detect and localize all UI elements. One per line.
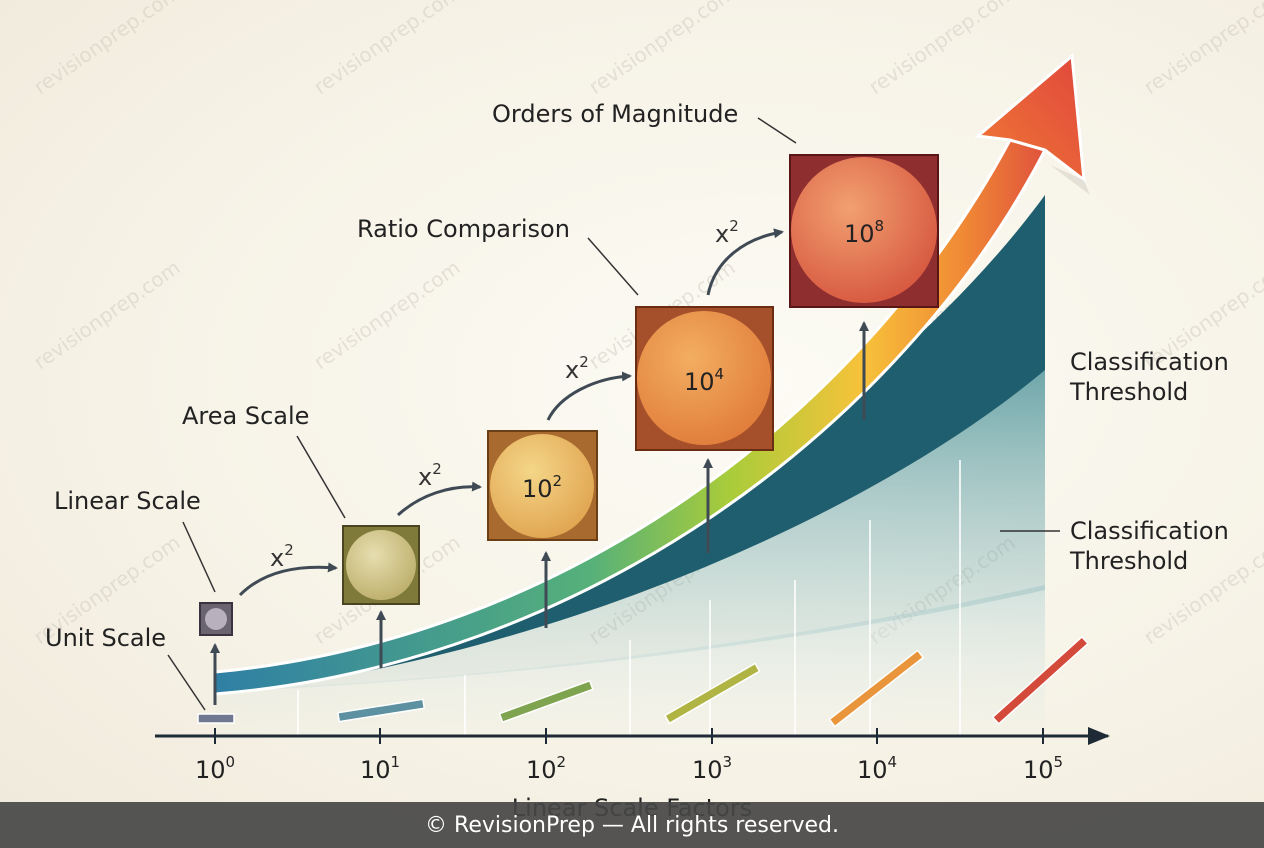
tick-label-10-5: 105	[1023, 753, 1063, 784]
label-orders-of-magnitude: Orders of Magnitude	[492, 100, 738, 128]
axis-ticks	[214, 728, 1044, 744]
box-10-2: 102	[487, 430, 598, 541]
scale-bar-3	[663, 662, 761, 725]
box-10-2-label: 102	[522, 472, 562, 503]
label-classification-threshold-2: Classification Threshold	[1069, 517, 1236, 575]
label-unit-scale: Unit Scale	[45, 624, 166, 652]
area-scale-sphere	[346, 530, 416, 600]
watermark: revisionprep.com	[29, 0, 184, 99]
threshold-band	[215, 365, 1045, 692]
scale-bar-0	[197, 713, 235, 724]
scale-bars	[197, 635, 1089, 728]
watermark: revisionprep.com	[1139, 0, 1264, 99]
dark-teal-band	[215, 195, 1045, 694]
label-classification-threshold-1: Classification Threshold	[1069, 348, 1236, 406]
watermark: revisionprep.com	[309, 0, 464, 99]
tick-label-10-3: 103	[692, 753, 732, 784]
growth-arrow-head	[974, 52, 1086, 184]
label-area-scale: Area Scale	[182, 402, 309, 430]
curve-arrow-2	[396, 481, 482, 517]
label-ratio-comparison: Ratio Comparison	[357, 215, 570, 243]
tick-label-10-0: 100	[195, 753, 235, 784]
box-10-8: 108	[789, 154, 939, 308]
axis-tick-labels: 100 101 102 103 104 105	[195, 753, 1063, 784]
unit-scale-circle	[205, 608, 227, 630]
label-linear-scale: Linear Scale	[54, 487, 201, 515]
box-10-4: 104	[635, 306, 774, 451]
arrow-shadow	[1050, 165, 1090, 195]
curve-arrow-1	[238, 562, 338, 597]
watermark: revisionprep.com	[864, 0, 1019, 99]
curve-arrow-4	[706, 228, 784, 296]
multiplier-label-4: x2	[715, 217, 739, 248]
watermark: revisionprep.com	[584, 0, 739, 99]
curve-arrow-3	[546, 371, 632, 421]
tick-label-10-1: 101	[360, 753, 400, 784]
multiplier-label-1: x2	[270, 541, 294, 572]
multiplier-label-3: x2	[565, 353, 589, 384]
box-10-8-label: 108	[844, 217, 884, 248]
tick-label-10-4: 104	[857, 753, 897, 784]
scale-bar-1	[337, 698, 426, 723]
box-10-4-label: 104	[684, 365, 724, 396]
callout-lines	[167, 117, 1060, 711]
vertical-arrows	[210, 321, 869, 705]
copyright-text: © RevisionPrep — All rights reserved.	[425, 812, 839, 838]
scale-bar-4	[828, 649, 925, 728]
scale-bar-2	[498, 679, 594, 724]
multiplier-arrows	[238, 228, 784, 597]
copyright-footer: © RevisionPrep — All rights reserved.	[0, 802, 1264, 848]
multiplier-label-2: x2	[418, 460, 442, 491]
multiplier-labels: x2 x2 x2 x2	[270, 217, 739, 572]
watermark: revisionprep.com	[29, 255, 184, 374]
watermark: revisionprep.com	[309, 255, 464, 374]
tick-label-10-2: 102	[526, 753, 566, 784]
scale-bar-5	[991, 635, 1089, 725]
